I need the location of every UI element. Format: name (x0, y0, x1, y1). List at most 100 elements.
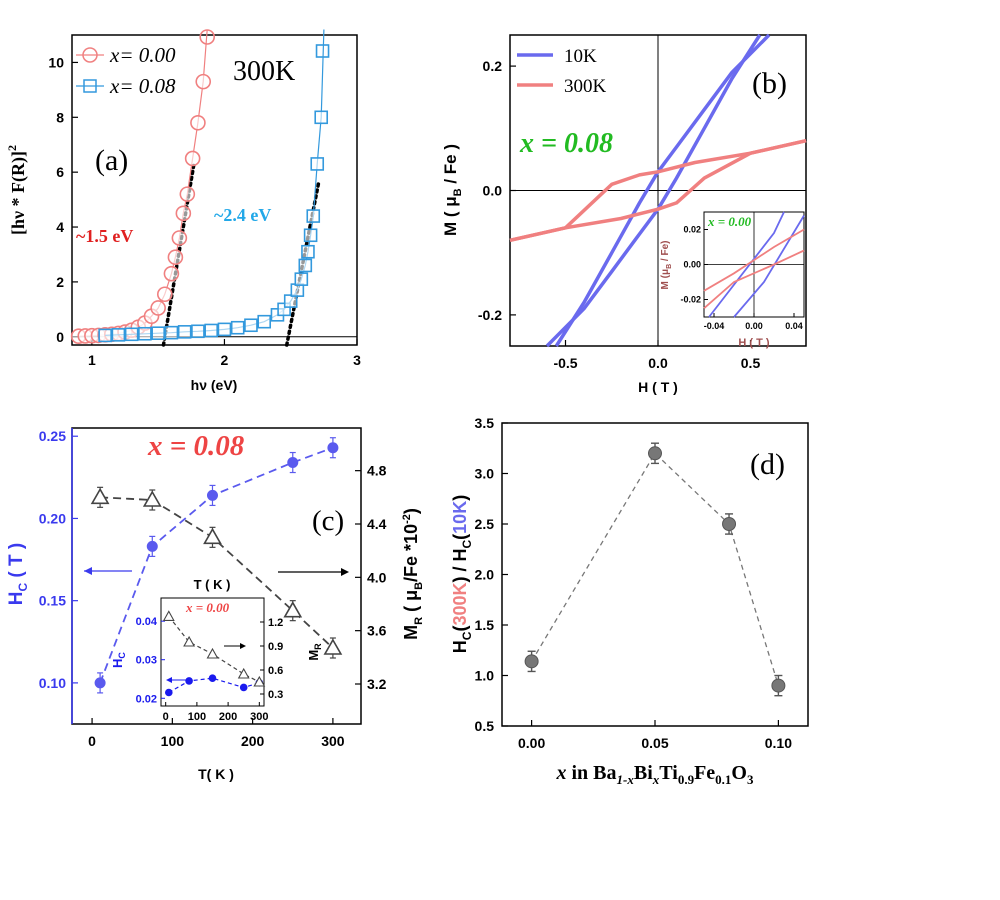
fit-label-24: ~2.4 eV (214, 205, 271, 225)
inset-hysteresis-branch (703, 249, 805, 309)
data-point-circle (171, 230, 188, 246)
panel-b-inset-marks (703, 211, 805, 318)
xlabel-part: 3 (747, 772, 754, 787)
data-point-triangle (323, 638, 343, 655)
y-left-tick-label: 0.25 (39, 428, 66, 444)
inset-y-tick-label: -0.02 (680, 295, 701, 305)
data-point-square (217, 322, 232, 337)
data-point-square (244, 318, 258, 333)
x-tick-label: 0.0 (648, 355, 668, 371)
svg-text:MR: MR (306, 643, 323, 661)
panel-b-label: (b) (752, 67, 787, 100)
data-point-square (111, 328, 126, 342)
inset-hysteresis-branch (703, 228, 805, 292)
svg-text:[hν * F(R)]2: [hν * F(R)]2 (5, 145, 29, 235)
inset-data-point-triangle (206, 647, 219, 659)
inset-data-point-circle (185, 677, 193, 685)
panel-d-xlabel: x in Ba1-xBixTi0.9Fe0.1O3 (556, 762, 754, 787)
data-point-square (151, 326, 165, 341)
panel-c-ylabel-right-end: ) (401, 508, 421, 514)
data-point-circle (184, 150, 201, 167)
inset-y-left-tick-label: 0.02 (136, 693, 157, 705)
fit-label-15: ~1.5 eV (76, 226, 133, 246)
data-point-circle (287, 457, 299, 469)
panel-c-annotation: x = 0.08 (147, 430, 245, 462)
ylabel-part: H (450, 640, 470, 653)
panel-b-ylabel-main: M ( μ (441, 196, 460, 236)
ylabel-part: ) / H (450, 549, 470, 583)
legend-marker-x000 (82, 47, 98, 63)
panel-c-inset: 0 100 200 300 0.02 0.03 0.04 0.3 0.6 0.9 1.2 x = 0… (110, 577, 323, 723)
panel-c-xlabel: T( K ) (198, 766, 234, 782)
data-point-square (315, 44, 330, 58)
data-point-triangle (90, 487, 110, 505)
panel-b-inset-ticks: -0.04 0.00 0.04 -0.02 0.00 0.02 (680, 212, 804, 331)
panel-b-ticks: -0.5 0.0 0.5 -0.2 0.0 0.2 (478, 35, 806, 371)
data-point-circle (199, 29, 216, 45)
inset-data-point-triangle (237, 667, 250, 679)
xlabel-part: 0.9 (678, 772, 695, 787)
data-point-circle (648, 446, 662, 461)
data-point-square (204, 323, 218, 338)
data-point-circle (722, 517, 737, 531)
hysteresis-branch-lower (545, 34, 762, 348)
y-tick-label: 3.5 (475, 415, 495, 431)
data-point-square (257, 314, 272, 329)
panel-c-inset-mr-label: MR (306, 643, 323, 661)
inset-y-right-tick-label: 0.9 (268, 641, 283, 653)
data-point-circle (524, 654, 539, 669)
panel-b-xlabel: H ( T ) (638, 379, 678, 395)
hysteresis-branch-lower (509, 138, 807, 243)
series-dashed-line (531, 452, 780, 686)
inset-y-right-tick-label: 0.3 (268, 689, 283, 701)
panel-c-ylabel-left-tail: ( T ) (6, 543, 27, 583)
panel-b-inset-ylabel-sub: B (666, 264, 673, 269)
data-point-square (298, 258, 313, 273)
y-tick-label: 0.5 (475, 718, 495, 734)
inset-data-point-circle (165, 688, 173, 697)
panel-c: 0 100 200 300 0.10 0.15 0.20 0.25 3.2 3.6 4.0 4.4 4.… (6, 427, 425, 782)
ylabel-part: ( (450, 534, 470, 540)
panel-b: -0.5 0.0 0.5 -0.2 0.0 0.2 10K 300K (b) x = 0.… (441, 33, 807, 395)
y-left-tick-label: 0.20 (39, 510, 66, 526)
panel-c-ylabel-left: HC ( T ) (6, 543, 30, 606)
x-tick-label: 200 (241, 733, 265, 749)
data-point-circle (771, 678, 786, 693)
panel-d-label: (d) (750, 448, 785, 481)
svg-text:HC(300K) / HC(10K): HC(300K) / HC(10K) (450, 495, 474, 653)
y-tick-label: 3.0 (475, 466, 495, 482)
panel-c-inset-mr-sub: R (313, 643, 323, 650)
data-point-circle (179, 186, 196, 202)
data-point-circle (175, 205, 192, 222)
inset-data-point-triangle (162, 610, 175, 621)
y-tick-label: 6 (56, 164, 64, 180)
panel-c-inset-xlabel: T ( K ) (194, 577, 231, 592)
panel-b-ylabel: M ( μB / Fe ) (441, 144, 464, 236)
x-tick-label: 0.5 (741, 355, 761, 371)
panel-b-inset-ylabel-tail: / Fe) (660, 241, 671, 264)
panel-d-marks (524, 442, 786, 697)
ylabel-part: ) (450, 495, 470, 501)
y-tick-label: 1.5 (475, 617, 495, 633)
inset-data-point-circle (208, 674, 217, 683)
panel-c-axis-arrows (84, 567, 349, 576)
x-tick-label: -0.5 (553, 355, 577, 371)
inset-x-tick-label: 0.00 (745, 321, 763, 331)
inset-data-point-circle (239, 683, 248, 692)
inset-x-tick-label: 100 (188, 711, 206, 723)
svg-text:HC ( T ): HC ( T ) (6, 543, 30, 606)
y-tick-label: 1.0 (475, 668, 495, 684)
x-tick-label: 3 (353, 352, 361, 368)
data-point-circle (163, 265, 180, 282)
legend-label-300k: 300K (564, 76, 607, 97)
inset-x-tick-label: 0 (163, 711, 169, 723)
panel-c-label: (c) (312, 505, 344, 537)
panel-a-marks (70, 29, 330, 347)
y-tick-label: 8 (56, 109, 64, 125)
y-right-tick-label: 4.0 (367, 569, 387, 585)
x-tick-label: 100 (161, 733, 185, 749)
inset-y-left-tick-label: 0.04 (136, 616, 158, 628)
ylabel-part: C (460, 631, 474, 640)
y-left-tick-label: 0.10 (39, 675, 66, 691)
